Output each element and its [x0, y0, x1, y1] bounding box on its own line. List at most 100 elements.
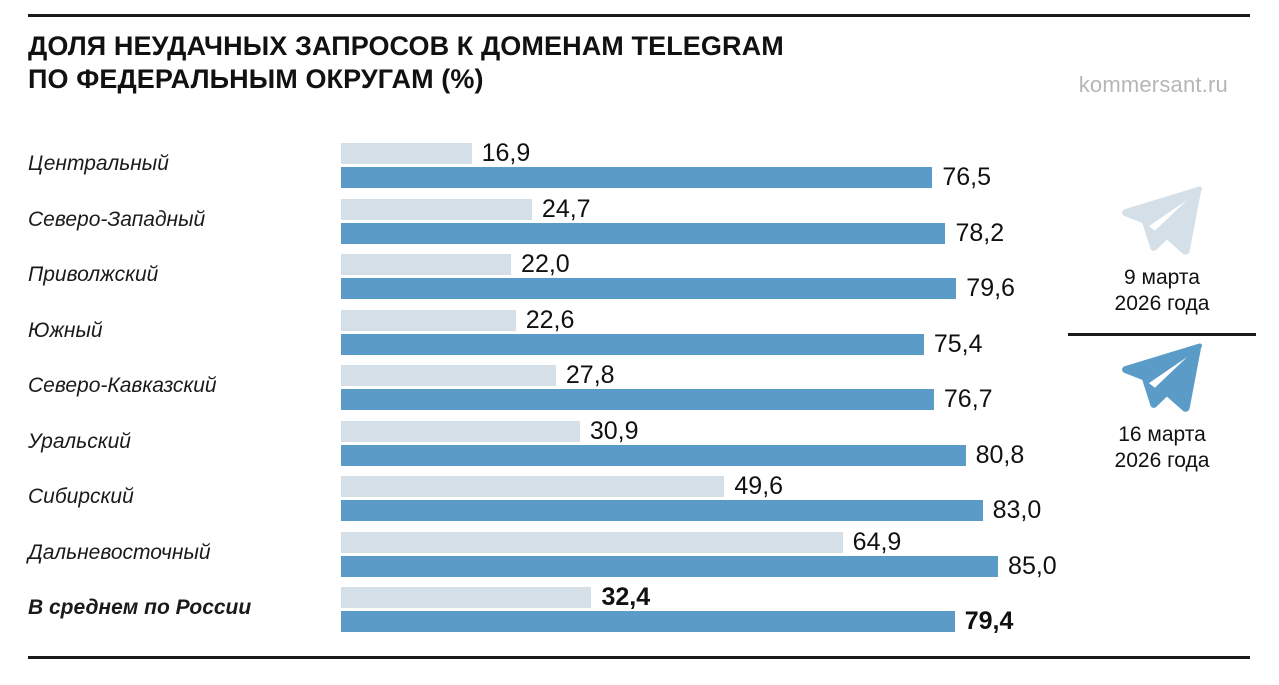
title-line-2: ПО ФЕДЕРАЛЬНЫМ ОКРУГАМ (%): [28, 64, 484, 94]
bar-value-label: 79,6: [966, 274, 1015, 302]
bar-line: 75,4: [341, 330, 1058, 358]
bar-second-period: [341, 611, 955, 632]
bar-value-label: 79,4: [964, 607, 1014, 635]
telegram-plane-icon: [1122, 343, 1203, 412]
chart-row: Северо-Кавказский 27,8 76,7: [28, 360, 1058, 416]
category-label: Центральный: [28, 152, 169, 175]
bar-line: 49,6: [341, 472, 1058, 500]
bar-line: 76,7: [341, 385, 1058, 413]
bar-second-period: [341, 167, 933, 188]
bar-first-period: [341, 587, 592, 608]
bar-value-label: 27,8: [565, 361, 615, 389]
legend-first-line1: 9 марта: [1124, 266, 1200, 289]
bar-line: 27,8: [341, 361, 1058, 389]
bar-second-period: [341, 500, 983, 521]
bar-value-label: 24,7: [541, 194, 591, 223]
legend-item-second: 16 марта 2026 года: [1068, 342, 1256, 474]
chart-row: Дальневосточный 64,9 85,0: [28, 527, 1058, 583]
legend-first-label: 9 марта 2026 года: [1068, 265, 1256, 317]
bar-line: 78,2: [341, 219, 1058, 247]
bar-first-period: [341, 365, 556, 386]
chart-row: Уральский 30,9 80,8: [28, 416, 1058, 472]
bar-second-period: [341, 278, 957, 299]
bar-line: 83,0: [341, 496, 1058, 524]
telegram-plane-icon: [1122, 186, 1203, 255]
legend-item-first: 9 марта 2026 года: [1068, 185, 1256, 317]
bar-value-label: 64,9: [852, 527, 902, 556]
bar-group: 64,9 85,0: [341, 528, 1058, 580]
legend-divider: [1068, 333, 1256, 336]
bar-second-period: [341, 444, 966, 466]
category-label: В среднем по России: [28, 596, 252, 619]
bar-group: 24,7 78,2: [341, 195, 1058, 247]
bar-line: 22,0: [341, 250, 1058, 278]
bar-chart: Центральный 16,9 76,5 Северо-Западный 24,7 78…: [28, 138, 1058, 638]
legend-second-label: 16 марта 2026 года: [1068, 422, 1256, 474]
bar-line: 79,4: [341, 607, 1058, 635]
bar-group: 27,8 76,7: [341, 361, 1058, 413]
bar-line: 32,4: [341, 583, 1058, 611]
bar-group: 16,9 76,5: [341, 139, 1058, 191]
legend-first-line2: 2026 года: [1114, 292, 1210, 315]
bar-value-label: 78,2: [955, 218, 1005, 247]
category-label: Уральский: [28, 429, 131, 453]
bar-line: 79,6: [341, 274, 1058, 302]
legend-second-line1: 16 марта: [1118, 423, 1206, 446]
bar-group: 22,6 75,4: [341, 306, 1058, 358]
bottom-divider: [28, 656, 1250, 659]
bar-group: 49,6 83,0: [341, 472, 1058, 524]
kommersant-watermark: kommersant.ru: [1078, 72, 1228, 97]
category-label: Приволжский: [28, 263, 159, 286]
bar-first-period: [341, 143, 472, 164]
chart-row: Приволжский 22,0 79,6: [28, 249, 1058, 305]
chart-row: Центральный 16,9 76,5: [28, 138, 1058, 194]
bar-value-label: 49,6: [734, 472, 784, 500]
bar-value-label: 22,0: [521, 250, 570, 278]
chart-header: ДОЛЯ НЕУДАЧНЫХ ЗАПРОСОВ К ДОМЕНАМ TELEGR…: [28, 30, 1250, 110]
bar-value-label: 76,5: [942, 163, 992, 191]
chart-row: Южный 22,6 75,4: [28, 305, 1058, 361]
bar-first-period: [341, 309, 516, 331]
title-line-1: ДОЛЯ НЕУДАЧНЫХ ЗАПРОСОВ К ДОМЕНАМ TELEGR…: [28, 31, 784, 61]
bar-value-label: 22,6: [525, 305, 575, 334]
bar-second-period: [341, 555, 999, 577]
bar-first-period: [341, 476, 725, 497]
bar-line: 24,7: [341, 195, 1058, 223]
top-divider: [28, 14, 1250, 17]
bar-value-label: 30,9: [589, 416, 639, 445]
bar-value-label: 75,4: [933, 329, 983, 358]
bar-group: 22,0 79,6: [341, 250, 1058, 302]
bar-group: 32,4 79,4: [341, 583, 1058, 635]
chart-row: Сибирский 49,6 83,0: [28, 471, 1058, 527]
bar-value-label: 76,7: [943, 385, 993, 413]
bar-first-period: [341, 420, 580, 442]
chart-legend: 9 марта 2026 года 16 марта 2026 года: [1068, 185, 1256, 474]
bar-line: 80,8: [341, 441, 1058, 469]
bar-second-period: [341, 333, 924, 355]
bar-line: 16,9: [341, 139, 1058, 167]
bar-value-label: 80,8: [975, 440, 1025, 469]
bar-line: 64,9: [341, 528, 1058, 556]
bar-line: 30,9: [341, 417, 1058, 445]
category-label: Северо-Кавказский: [28, 374, 217, 397]
category-label: Южный: [28, 318, 103, 342]
chart-row: Северо-Западный 24,7 78,2: [28, 194, 1058, 250]
category-label: Дальневосточный: [28, 540, 211, 564]
bar-group: 30,9 80,8: [341, 417, 1058, 469]
bar-first-period: [341, 254, 512, 275]
chart-row: В среднем по России 32,4 79,4: [28, 582, 1058, 638]
bar-value-label: 16,9: [481, 139, 531, 167]
page-title: ДОЛЯ НЕУДАЧНЫХ ЗАПРОСОВ К ДОМЕНАМ TELEGR…: [28, 30, 1028, 96]
bar-value-label: 83,0: [992, 496, 1042, 524]
category-label: Сибирский: [28, 485, 134, 508]
bar-value-label: 85,0: [1008, 551, 1057, 580]
bar-line: 76,5: [341, 163, 1058, 191]
bar-first-period: [341, 531, 843, 553]
bar-second-period: [341, 222, 946, 244]
bar-value-label: 32,4: [601, 583, 651, 611]
legend-second-line2: 2026 года: [1114, 449, 1210, 472]
category-label: Северо-Западный: [28, 207, 206, 231]
bar-line: 22,6: [341, 306, 1058, 334]
bar-line: 85,0: [341, 552, 1058, 580]
bar-first-period: [341, 198, 532, 220]
